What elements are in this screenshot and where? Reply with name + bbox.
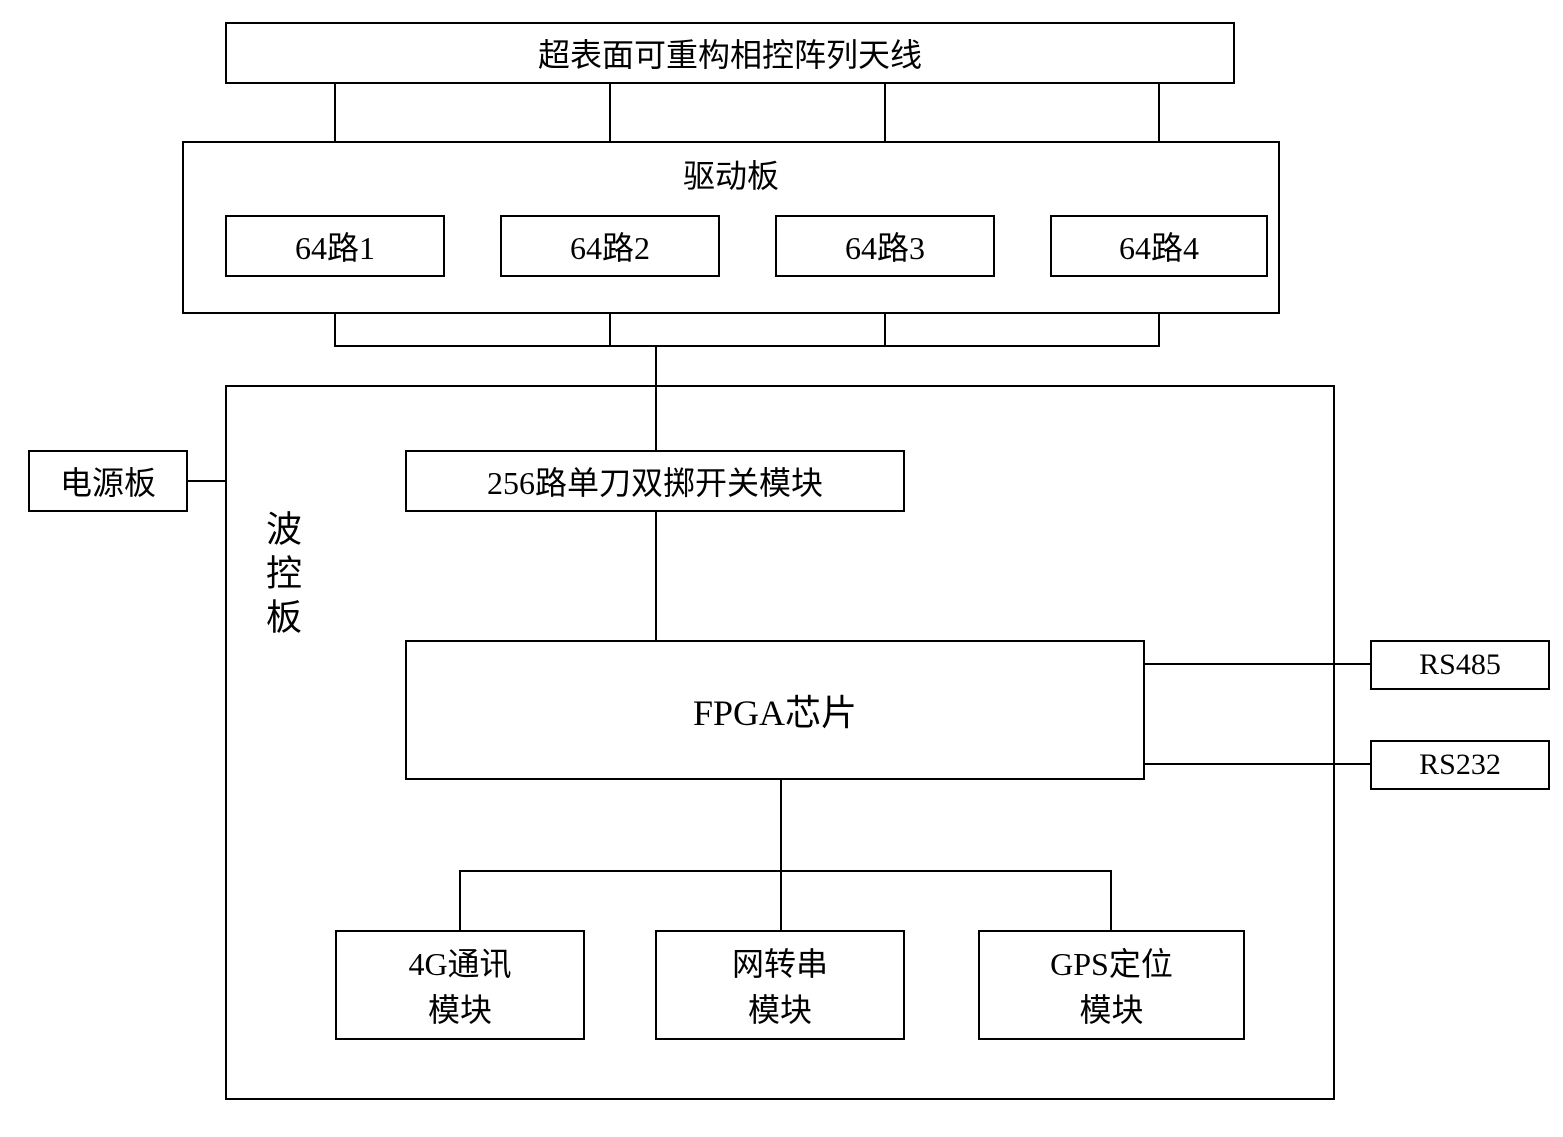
module-label-line2: 模块 xyxy=(748,985,812,1031)
power-board-label: 电源板 xyxy=(60,458,156,504)
switch-module-label: 256路单刀双掷开关模块 xyxy=(487,458,823,504)
connector-line xyxy=(655,345,657,450)
module-label-line1: 4G通讯 xyxy=(408,939,511,985)
channel-box-4: 64路4 xyxy=(1050,215,1268,277)
fpga-box: FPGA芯片 xyxy=(405,640,1145,780)
connector-line xyxy=(459,870,1112,872)
connector-line xyxy=(780,780,782,870)
module-label-line2: 模块 xyxy=(428,985,492,1031)
connector-line xyxy=(1158,84,1160,141)
channel-box-2: 64路2 xyxy=(500,215,720,277)
connector-line xyxy=(1145,663,1370,665)
connector-line xyxy=(609,84,611,141)
fpga-label: FPGA芯片 xyxy=(693,684,857,736)
driver-board-label: 驱动板 xyxy=(683,151,779,197)
antenna-box: 超表面可重构相控阵列天线 xyxy=(225,22,1235,84)
wave-control-board-label-container: 波控板 xyxy=(255,510,307,647)
module-label-line1: GPS定位 xyxy=(1050,939,1173,985)
connector-line xyxy=(884,84,886,141)
channel-label: 64路4 xyxy=(1119,223,1199,269)
module-box-net: 网转串 模块 xyxy=(655,930,905,1040)
connector-line xyxy=(884,314,886,345)
rs485-label: RS485 xyxy=(1419,648,1501,682)
connector-line xyxy=(609,314,611,345)
connector-line xyxy=(188,480,225,482)
antenna-label: 超表面可重构相控阵列天线 xyxy=(538,30,922,76)
module-box-gps: GPS定位 模块 xyxy=(978,930,1245,1040)
connector-line xyxy=(334,84,336,141)
wave-control-board-label: 波控板 xyxy=(255,510,307,642)
connector-line xyxy=(334,314,336,345)
rs485-box: RS485 xyxy=(1370,640,1550,690)
rs232-label: RS232 xyxy=(1419,748,1501,782)
channel-box-1: 64路1 xyxy=(225,215,445,277)
connector-line xyxy=(655,512,657,640)
channel-label: 64路1 xyxy=(295,223,375,269)
channel-box-3: 64路3 xyxy=(775,215,995,277)
connector-line xyxy=(780,870,782,930)
module-box-4g: 4G通讯 模块 xyxy=(335,930,585,1040)
channel-label: 64路2 xyxy=(570,223,650,269)
power-board-box: 电源板 xyxy=(28,450,188,512)
connector-line xyxy=(1158,314,1160,345)
connector-line xyxy=(459,870,461,930)
rs232-box: RS232 xyxy=(1370,740,1550,790)
connector-line xyxy=(1145,763,1370,765)
module-label-line2: 模块 xyxy=(1079,985,1143,1031)
connector-line xyxy=(334,345,1160,347)
channel-label: 64路3 xyxy=(845,223,925,269)
connector-line xyxy=(1110,870,1112,930)
module-label-line1: 网转串 xyxy=(732,939,828,985)
switch-module-box: 256路单刀双掷开关模块 xyxy=(405,450,905,512)
